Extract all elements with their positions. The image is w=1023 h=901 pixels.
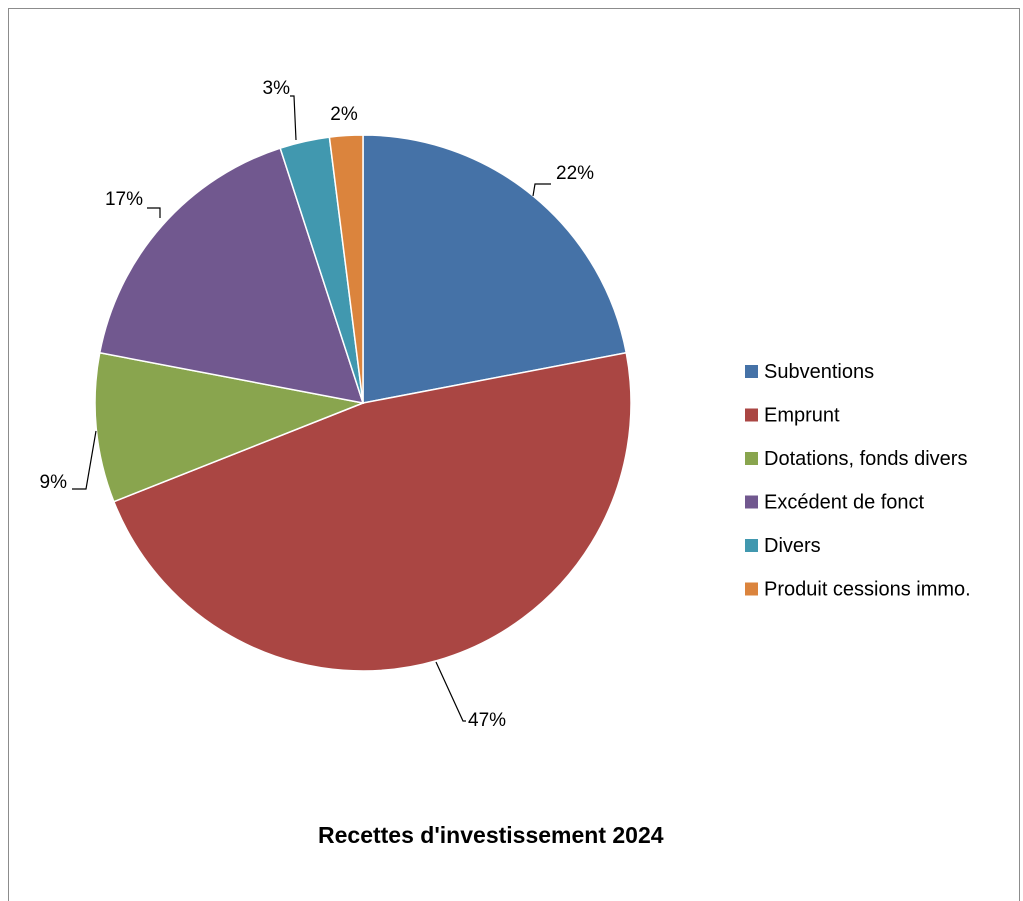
leader-line-3 [72,430,97,490]
pie-slices [94,134,632,672]
legend-label-5: Divers [764,535,821,557]
pie-slice-2 [112,351,632,672]
legend-swatch-2 [745,408,758,422]
legend-label-3: Dotations, fonds divers [764,448,967,470]
leader-line-5 [290,95,297,141]
pie-slice-6 [328,134,364,404]
pie-slice-1 [362,134,628,404]
data-label-5: 3% [263,78,291,99]
leader-line-2 [435,661,466,722]
data-label-6: 2% [330,104,358,125]
data-label-1: 22% [556,163,594,184]
pie-slice-3 [94,351,366,503]
data-labels: 22% 47% 9% 17% 3% 2% [40,78,595,731]
legend-swatch-1 [745,365,758,378]
data-label-2: 47% [468,710,506,731]
leader-lines [72,95,551,722]
pie-slice-4 [98,147,365,404]
legend-swatch-4 [745,495,758,509]
legend-swatch-3 [745,452,758,465]
legend-swatch-6 [745,582,758,596]
legend-label-4: Excédent de fonct [764,492,925,514]
data-label-4: 17% [105,189,143,210]
chart-title: Recettes d'investissement 2024 [318,822,664,848]
legend-label-1: Subventions [764,361,874,383]
data-label-3: 9% [40,472,68,493]
legend-label-6: Produit cessions immo. [764,579,971,601]
leader-line-4 [147,207,161,218]
legend-swatch-5 [745,539,758,552]
legend: Subventions Emprunt Dotations, fonds diver… [745,361,971,601]
legend-label-2: Emprunt [764,405,840,427]
leader-line-1 [532,183,551,197]
